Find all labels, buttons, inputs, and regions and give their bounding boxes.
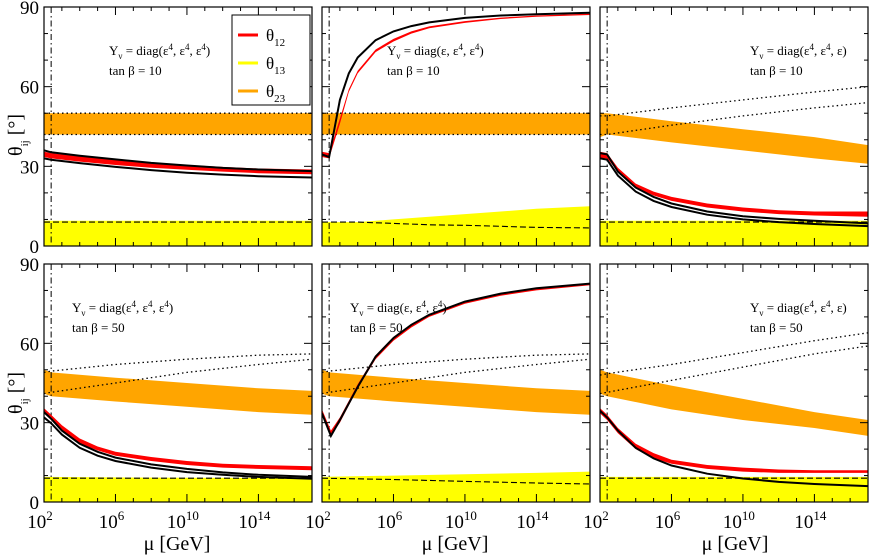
x-axis-label-right: μ [GeV] [702,533,769,555]
x-tick-label: 106 [377,508,403,533]
theta12-band [322,13,590,159]
y-tick-label: 30 [20,414,39,435]
theta12-reference-line-2 [600,157,868,228]
panel-5: 102 106 1010 1014 Yν = diag(ε, ε4, ε4) tan β … [305,263,591,533]
panel-frame [321,6,591,247]
y-tick-label: 60 [20,78,39,99]
y-tick-label: 30 [20,157,39,178]
panel-1: 0 30 60 90 Yν = diag(ε4, ε4, ε4) tan β = 10 [20,0,313,258]
theta12-reference-line-2 [44,157,312,179]
theta13-band [600,476,868,502]
x-tick-label: 1010 [445,508,477,533]
x-tick-label: 102 [27,508,53,533]
panel-4: 0 30 60 90 102 106 1010 1014 Yν = diag(ε4, ε4, ε… [20,255,313,533]
panel-frame [321,263,591,503]
theta23-band [44,113,312,135]
theta23-band [322,369,590,415]
plot-area [600,7,868,246]
plot-area [322,264,590,502]
x-tick-label: 1014 [238,508,271,533]
legend-label: θ13 [266,54,286,77]
panel-2: Yν = diag(ε, ε4, ε4) tan β = 10 [321,6,591,247]
theta13-band [600,220,868,246]
yukawa-annotation: Yν = diag(ε4, ε4, ε) [750,42,847,61]
theta13-reference-line [322,477,590,485]
theta12-reference-line-1 [44,149,312,173]
tanbeta-annotation: tan β = 50 [750,320,803,335]
y-tick-label: 60 [20,334,39,355]
theta12-band [600,151,868,217]
x-tick-label: 1014 [516,508,549,533]
x-tick-label: 102 [305,508,331,533]
theta12-reference-line-1 [322,11,590,159]
tanbeta-annotation: tan β = 10 [387,63,440,78]
plot-area [44,264,312,502]
plot-area [322,7,590,246]
plot-area [600,264,868,502]
theta13-band [44,476,312,502]
x-tick-label: 1010 [723,508,755,533]
theta23-reference-line-1 [44,358,312,395]
x-tick-label: 1014 [794,508,827,533]
x-tick-label: 102 [583,508,609,533]
theta23-reference-line-2 [600,86,868,117]
theta12-reference-line-1 [44,411,312,478]
x-tick-label: 106 [655,508,681,533]
tanbeta-annotation: tan β = 10 [750,63,803,78]
panel-3: Yν = diag(ε4, ε4, ε) tan β = 10 [599,6,869,247]
axis-labels: θij [°] θij [°] μ [GeV] μ [GeV] μ [GeV] [5,114,768,555]
theta23-band [600,113,868,164]
y-tick-label: 0 [30,493,40,514]
theta23-reference-line-1 [600,101,868,136]
theta13-band [44,220,312,246]
theta12-band [44,408,312,471]
theta12-reference-line-1 [322,282,590,439]
y-tick-label: 90 [20,255,39,276]
y-tick-label: 0 [30,237,40,258]
plot-area [44,7,312,246]
tanbeta-annotation: tan β = 50 [350,320,403,335]
y-axis-label-top: θij [°] [5,114,31,156]
x-axis-label-left: μ [GeV] [144,533,211,555]
legend: θ12 θ13 θ23 [231,14,311,106]
panel-frame [599,6,869,247]
legend-label: θ12 [266,26,285,49]
theta23-band [322,113,590,135]
panel-6: 102 106 1010 1014 Yν = diag(ε4, ε4, ε) tan β … [583,263,869,533]
tanbeta-annotation: tan β = 50 [72,320,125,335]
theta23-reference-line-1 [322,358,590,395]
panel-frame [43,263,313,503]
legend-label: θ23 [266,82,286,105]
theta12-reference-line-1 [600,152,868,225]
theta13-band [322,206,590,246]
yukawa-annotation: Yν = diag(ε4, ε4, ε4) [109,42,210,61]
theta12-reference-line-1 [600,410,868,488]
theta23-reference-line-2 [600,332,868,376]
theta23-reference-line-1 [600,345,868,395]
theta12-reference-line-2 [44,416,312,480]
x-tick-label: 106 [99,508,125,533]
panel-frame [43,6,313,247]
x-axis-label-middle: μ [GeV] [422,533,489,555]
panel-frame [599,263,869,503]
y-tick-label: 90 [20,0,39,19]
yukawa-annotation: Yν = diag(ε4, ε4, ε4) [72,299,173,318]
yukawa-annotation: Yν = diag(ε, ε4, ε4) [387,42,484,61]
x-tick-label: 1010 [167,508,199,533]
theta13-reference-line [322,221,590,229]
y-axis-label-bottom: θij [°] [5,372,31,414]
yukawa-annotation: Yν = diag(ε, ε4, ε4) [350,299,447,318]
theta23-band [44,369,312,415]
tanbeta-annotation: tan β = 10 [109,63,162,78]
theta23-band [600,369,868,436]
yukawa-annotation: Yν = diag(ε4, ε4, ε) [750,299,847,318]
theta13-band [322,471,590,502]
